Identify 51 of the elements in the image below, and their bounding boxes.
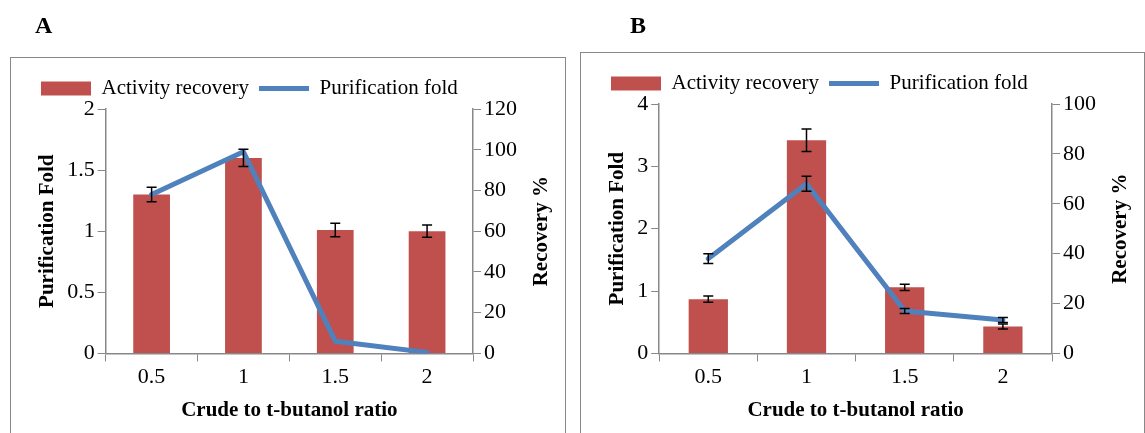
y-axis-title: Purification Fold	[34, 154, 59, 308]
y2-tick-label: 100	[1063, 89, 1096, 115]
y2-axis-title: Recovery %	[528, 176, 553, 287]
bar	[133, 194, 170, 353]
legend-label: Activity recovery	[671, 70, 820, 95]
y-tick-label: 1	[637, 276, 649, 302]
x-tick-label: 0.5	[137, 363, 166, 389]
bar	[885, 287, 925, 353]
y-tick-label: 2	[637, 214, 649, 240]
y2-tick-label: 60	[484, 216, 506, 242]
y2-tick-label: 120	[484, 94, 517, 120]
x-tick-label: 1	[801, 363, 812, 389]
y2-tick-label: 0	[1063, 339, 1074, 365]
chart-title: B	[630, 12, 647, 39]
y2-tick-label: 40	[1063, 239, 1085, 265]
y2-tick-label: 0	[484, 339, 495, 365]
y2-tick-label: 100	[484, 135, 517, 161]
bar	[408, 231, 446, 353]
bar	[983, 326, 1023, 353]
y-tick-label: 0.5	[67, 278, 95, 304]
x-tick-label: 1.5	[321, 363, 350, 389]
y2-tick-label: 20	[1063, 289, 1085, 315]
y2-tick-label: 80	[484, 176, 506, 202]
bar	[316, 229, 354, 353]
y2-tick-label: 40	[484, 257, 506, 283]
y2-tick-label: 80	[1063, 139, 1085, 165]
y-tick-label: 0	[83, 339, 95, 365]
y-tick-label: 4	[637, 89, 649, 115]
y-axis-title: Purification Fold	[604, 151, 629, 306]
bar	[786, 140, 827, 353]
y2-tick-label: 20	[484, 298, 506, 324]
y-tick-label: 1.5	[67, 155, 95, 181]
legend-label: Purification fold	[889, 70, 1029, 95]
y-tick-label: 1	[83, 216, 95, 242]
x-tick-label: 2	[421, 363, 433, 389]
x-tick-label: 1.5	[890, 363, 919, 389]
x-tick-label: 1	[237, 363, 249, 389]
legend-label: Purification fold	[319, 75, 459, 100]
x-tick-label: 0.5	[694, 363, 723, 389]
y-tick-label: 0	[637, 339, 649, 365]
bar	[225, 157, 262, 353]
x-tick-label: 2	[997, 363, 1009, 389]
y2-tick-label: 60	[1063, 189, 1085, 215]
y-tick-label: 3	[637, 152, 649, 178]
chart-title: A	[35, 12, 53, 39]
legend-label: Activity recovery	[101, 75, 250, 100]
bar	[688, 299, 728, 353]
x-axis-title: Crude to t-butanol ratio	[181, 396, 398, 421]
x-axis-title: Crude to t-butanol ratio	[747, 396, 964, 421]
y-tick-label: 2	[83, 94, 95, 120]
y2-axis-title: Recovery %	[1107, 173, 1132, 284]
